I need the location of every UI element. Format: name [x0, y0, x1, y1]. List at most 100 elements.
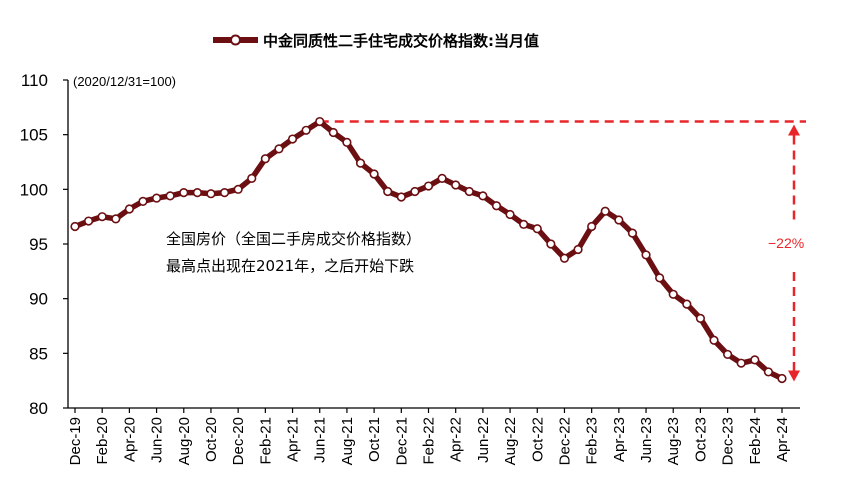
- data-point: [464, 186, 474, 197]
- data-point: [587, 221, 597, 232]
- reference-lines: [319, 120, 806, 382]
- data-point: [423, 181, 434, 191]
- data-point: [763, 367, 774, 377]
- y-tick-label: 105: [20, 126, 48, 145]
- data-point: [124, 204, 134, 214]
- x-tick-label: Oct-21: [366, 417, 383, 462]
- x-tick-label: Dec-23: [720, 417, 737, 465]
- data-point: [219, 188, 230, 198]
- data-point: [695, 313, 706, 323]
- x-tick-label: Oct-20: [203, 417, 220, 462]
- x-tick-label: Oct-23: [692, 417, 709, 462]
- data-point: [723, 349, 733, 360]
- y-tick-label: 90: [29, 290, 48, 309]
- data-point: [328, 127, 338, 138]
- annotation-line-1: 全国房价（全国二手房成交价格指数）: [166, 230, 421, 248]
- data-point: [383, 186, 393, 197]
- x-tick-label: Feb-23: [584, 417, 601, 465]
- data-point: [111, 214, 121, 224]
- x-tick-label: Aug-23: [665, 417, 682, 465]
- x-tick-label: Dec-21: [393, 417, 410, 465]
- data-point: [573, 244, 583, 255]
- series-line: [72, 118, 785, 382]
- data-point: [70, 221, 80, 232]
- legend: 中金同质性二手住宅成交价格指数:当月值: [213, 32, 539, 50]
- data-point: [627, 228, 638, 238]
- x-tick-label: Feb-22: [421, 417, 438, 465]
- arrowhead-up: [788, 124, 800, 136]
- data-point: [682, 299, 692, 309]
- data-point: [396, 192, 406, 202]
- x-tick-label: Dec-22: [556, 417, 573, 465]
- y-tick-label: 95: [29, 235, 48, 254]
- data-point: [165, 191, 175, 201]
- x-tick-label: Aug-21: [339, 417, 356, 465]
- x-tick-label: Jun-23: [638, 417, 655, 463]
- data-point: [369, 169, 379, 179]
- x-tick-label: Feb-20: [94, 417, 111, 465]
- data-point: [641, 250, 651, 260]
- x-tick-label: Aug-22: [502, 417, 519, 465]
- data-point: [532, 224, 542, 234]
- data-point: [233, 184, 243, 194]
- data-point: [138, 196, 148, 206]
- data-point: [451, 180, 461, 190]
- data-point: [287, 134, 298, 144]
- data-point: [750, 355, 760, 365]
- data-point: [301, 125, 311, 135]
- arrowhead-down: [788, 370, 800, 382]
- data-point: [274, 144, 284, 154]
- y-tick-label: 110: [21, 71, 48, 90]
- data-point: [97, 212, 107, 222]
- x-tick-label: Oct-22: [529, 417, 546, 462]
- data-point: [600, 206, 610, 216]
- data-point: [342, 137, 352, 147]
- legend-label: 中金同质性二手住宅成交价格指数:当月值: [263, 32, 539, 50]
- data-point: [247, 173, 257, 183]
- data-point: [777, 373, 787, 384]
- y-tick-label: 100: [20, 180, 48, 199]
- x-tick-label: Dec-20: [230, 417, 247, 465]
- data-point: [206, 189, 216, 199]
- data-point: [410, 186, 420, 197]
- data-point: [668, 289, 678, 299]
- data-point: [192, 188, 202, 198]
- y-tick-label: 80: [29, 399, 48, 418]
- data-point: [315, 116, 325, 127]
- data-point: [151, 193, 162, 203]
- data-point: [505, 209, 515, 220]
- legend-marker: [230, 34, 241, 46]
- data-point: [519, 219, 529, 229]
- x-tick-label: Jun-22: [475, 417, 492, 463]
- base-note: (2020/12/31=100): [73, 74, 176, 89]
- x-tick-label: Feb-21: [257, 417, 274, 465]
- data-point: [437, 173, 447, 183]
- series-group: [70, 116, 787, 384]
- y-tick-label: 85: [29, 344, 48, 363]
- x-tick-label: Apr-23: [611, 417, 628, 462]
- data-point: [736, 358, 746, 368]
- x-tick-label: Apr-21: [285, 417, 302, 462]
- change-label: −22%: [768, 235, 804, 251]
- x-tick-label: Apr-20: [121, 417, 138, 462]
- x-tick-label: Aug-20: [176, 417, 193, 465]
- data-point: [179, 188, 189, 198]
- x-tick-label: Jun-20: [149, 417, 166, 463]
- x-tick-label: Apr-24: [774, 417, 791, 462]
- x-ticks: Dec-19 Feb-20 Apr-20 Jun-20 Aug-20 Oct-20 Dec-…: [67, 408, 791, 465]
- x-tick-label: Feb-24: [747, 417, 764, 465]
- data-point: [83, 216, 94, 226]
- data-point: [614, 215, 624, 225]
- annotation-line-2: 最高点出现在2021年，之后开始下跌: [166, 257, 414, 275]
- y-ticks: 80 85 90 95 100 105 110: [20, 71, 68, 418]
- data-point: [260, 154, 270, 164]
- data-point: [655, 273, 665, 283]
- data-point: [355, 158, 366, 168]
- data-point: [546, 239, 556, 249]
- data-point: [491, 201, 502, 211]
- data-point: [709, 335, 719, 345]
- x-tick-label: Dec-19: [67, 417, 84, 465]
- x-tick-label: Apr-22: [448, 417, 465, 462]
- data-point: [478, 191, 488, 201]
